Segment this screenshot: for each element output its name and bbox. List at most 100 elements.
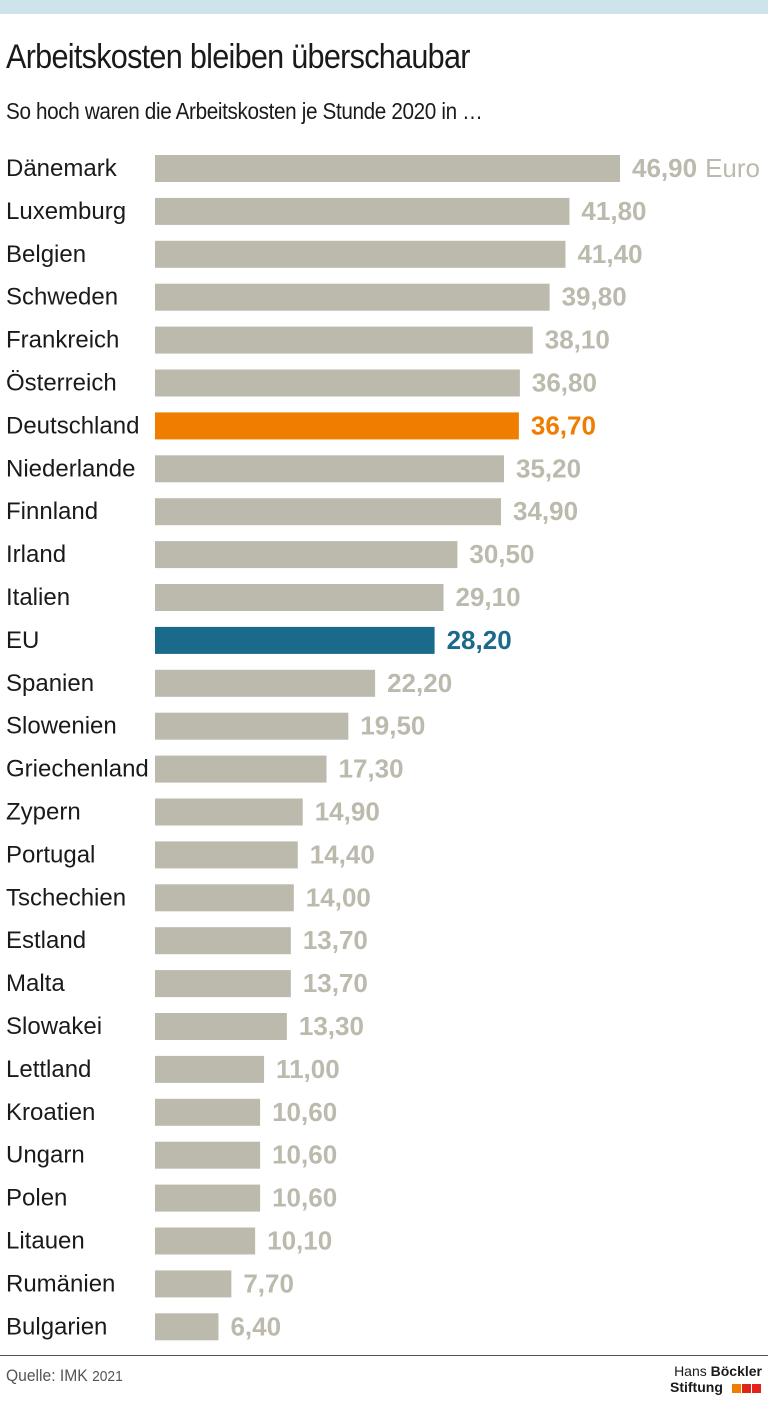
category-label-estland: Estland bbox=[6, 927, 86, 954]
category-label-griechenland: Griechenland bbox=[6, 756, 149, 783]
category-label-niederlande: Niederlande bbox=[6, 455, 135, 482]
category-label-kroatien: Kroatien bbox=[6, 1099, 95, 1126]
value-label-ungarn: 10,60 bbox=[272, 1140, 337, 1170]
value-label-slowakei: 13,30 bbox=[299, 1011, 364, 1041]
bar-malta bbox=[155, 970, 291, 998]
category-label-portugal: Portugal bbox=[6, 841, 95, 868]
value-label-eu: 28,20 bbox=[447, 625, 512, 655]
bar-deutschland bbox=[155, 412, 519, 440]
bar-portugal bbox=[155, 841, 298, 869]
value-label-frankreich: 38,10 bbox=[545, 325, 610, 355]
category-label-belgien: Belgien bbox=[6, 241, 86, 268]
unit-label: Euro bbox=[705, 153, 760, 183]
value-label-polen: 10,60 bbox=[272, 1183, 337, 1213]
bar-lettland bbox=[155, 1055, 265, 1083]
value-label-litauen: 10,10 bbox=[267, 1226, 332, 1256]
category-label-irland: Irland bbox=[6, 541, 66, 568]
category-label-oesterreich: Österreich bbox=[6, 370, 117, 397]
bar-niederlande bbox=[155, 455, 504, 483]
logo-square-red-2 bbox=[752, 1384, 761, 1393]
bar-polen bbox=[155, 1184, 261, 1212]
value-label-malta: 13,70 bbox=[303, 968, 368, 998]
value-label-niederlande: 35,20 bbox=[516, 453, 581, 483]
bar-spanien bbox=[155, 669, 376, 697]
value-label-rumaenien: 7,70 bbox=[243, 1268, 294, 1298]
category-label-spanien: Spanien bbox=[6, 670, 94, 697]
category-label-eu: EU bbox=[6, 627, 39, 654]
chart-subtitle: So hoch waren die Arbeitskosten je Stund… bbox=[6, 98, 483, 124]
value-label-slowenien: 19,50 bbox=[360, 711, 425, 741]
bar-ungarn bbox=[155, 1141, 261, 1169]
value-label-spanien: 22,20 bbox=[387, 668, 452, 698]
value-label-portugal: 14,40 bbox=[310, 839, 375, 869]
category-label-bulgarien: Bulgarien bbox=[6, 1313, 107, 1340]
value-label-tschechien: 14,00 bbox=[306, 882, 371, 912]
value-label-zypern: 14,90 bbox=[315, 797, 380, 827]
bar-finnland bbox=[155, 498, 502, 526]
top-accent-bar bbox=[0, 0, 768, 14]
source-label: Quelle: IMK bbox=[6, 1366, 88, 1385]
source-note: Quelle: IMK 2021 bbox=[6, 1366, 123, 1386]
footer-divider bbox=[0, 1355, 768, 1356]
value-label-oesterreich: 36,80 bbox=[532, 368, 597, 398]
bar-daenemark bbox=[155, 155, 620, 182]
category-label-deutschland: Deutschland bbox=[6, 412, 139, 439]
value-label-griechenland: 17,30 bbox=[339, 754, 404, 784]
bar-estland bbox=[155, 927, 291, 955]
logo-line-1: Hans Böckler bbox=[674, 1363, 762, 1379]
category-label-daenemark: Dänemark bbox=[6, 155, 118, 182]
source-year: 2021 bbox=[92, 1368, 123, 1385]
category-label-frankreich: Frankreich bbox=[6, 327, 119, 354]
bar-zypern bbox=[155, 798, 303, 826]
bar-italien bbox=[155, 584, 444, 611]
bar-irland bbox=[155, 541, 458, 569]
bar-belgien bbox=[155, 240, 566, 268]
bar-bulgarien bbox=[155, 1313, 219, 1341]
logo-square-orange bbox=[732, 1384, 741, 1393]
bar-rumaenien bbox=[155, 1270, 232, 1298]
bar-frankreich bbox=[155, 326, 533, 354]
bar-chart: Dänemark 46,90 Euro Luxemburg 41,80 Belgien 41… bbox=[6, 153, 760, 1341]
category-label-zypern: Zypern bbox=[6, 799, 81, 826]
bar-litauen bbox=[155, 1227, 256, 1255]
value-label-bulgarien: 6,40 bbox=[230, 1311, 281, 1341]
category-label-italien: Italien bbox=[6, 584, 70, 611]
bar-oesterreich bbox=[155, 369, 520, 397]
value-label-finnland: 34,90 bbox=[513, 496, 578, 526]
category-label-malta: Malta bbox=[6, 970, 65, 997]
value-label-deutschland: 36,70 bbox=[531, 410, 596, 440]
value-label-italien: 29,10 bbox=[456, 582, 521, 612]
category-label-tschechien: Tschechien bbox=[6, 884, 126, 911]
bar-griechenland bbox=[155, 755, 327, 783]
value-label-kroatien: 10,60 bbox=[272, 1097, 337, 1127]
bar-slowakei bbox=[155, 1013, 287, 1040]
bar-tschechien bbox=[155, 884, 294, 912]
value-label-schweden: 39,80 bbox=[562, 282, 627, 312]
category-label-finnland: Finnland bbox=[6, 498, 98, 525]
category-label-schweden: Schweden bbox=[6, 284, 118, 311]
hans-boeckler-stiftung-logo: Hans Böckler Stiftung bbox=[670, 1363, 762, 1397]
value-label-belgien: 41,40 bbox=[577, 239, 642, 269]
value-label-estland: 13,70 bbox=[303, 925, 368, 955]
bar-kroatien bbox=[155, 1098, 261, 1126]
category-label-polen: Polen bbox=[6, 1185, 67, 1212]
category-label-luxemburg: Luxemburg bbox=[6, 198, 126, 225]
bar-slowenien bbox=[155, 712, 349, 740]
bar-schweden bbox=[155, 283, 550, 311]
bar-luxemburg bbox=[155, 197, 570, 225]
category-label-litauen: Litauen bbox=[6, 1228, 85, 1255]
logo-line-2: Stiftung bbox=[670, 1379, 723, 1395]
chart-title: Arbeitskosten bleiben überschaubar bbox=[6, 38, 470, 76]
category-label-ungarn: Ungarn bbox=[6, 1142, 85, 1169]
value-label-lettland: 11,00 bbox=[276, 1054, 340, 1084]
category-label-rumaenien: Rumänien bbox=[6, 1270, 115, 1297]
bar-eu bbox=[155, 626, 435, 654]
logo-word-boeckler: Böckler bbox=[710, 1363, 762, 1379]
logo-square-red bbox=[742, 1384, 751, 1393]
category-label-lettland: Lettland bbox=[6, 1056, 91, 1083]
value-label-luxemburg: 41,80 bbox=[581, 196, 646, 226]
value-label-daenemark: 46,90 bbox=[632, 153, 697, 183]
logo-word-hans: Hans bbox=[674, 1363, 707, 1379]
category-label-slowakei: Slowakei bbox=[6, 1013, 102, 1040]
category-label-slowenien: Slowenien bbox=[6, 713, 117, 740]
